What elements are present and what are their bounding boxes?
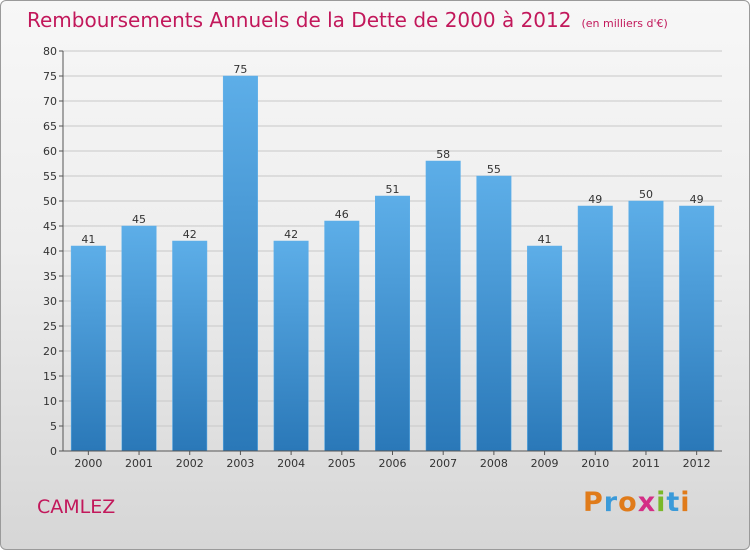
y-tick-label: 35 [43,270,57,283]
value-label-2012: 49 [690,193,704,206]
x-tick-label-2003: 2003 [226,457,254,470]
value-label-2010: 49 [588,193,602,206]
chart-title: Remboursements Annuels de la Dette de 20… [27,8,668,32]
y-tick-label: 65 [43,120,57,133]
logo-letter: o [618,487,638,518]
y-tick-label: 20 [43,345,57,358]
x-tick-label-2005: 2005 [328,457,356,470]
bar-2002 [172,240,208,452]
value-label-2005: 46 [335,208,349,221]
bar-2010 [577,205,613,452]
logo-letter: i [656,487,667,518]
y-tick-label: 5 [50,420,57,433]
y-tick-label: 50 [43,195,57,208]
town-name: CAMLEZ [37,496,116,518]
value-label-2001: 45 [132,213,146,226]
bars [70,75,715,452]
x-tick-label-2006: 2006 [379,457,407,470]
value-label-2004: 42 [284,228,298,241]
chart-title-unit: (en milliers d'€) [581,17,668,30]
bar-2007 [425,160,461,452]
logo-letter: P [583,487,604,518]
logo-letter: r [603,487,619,518]
y-tick-label: 70 [43,95,57,108]
value-label-2003: 75 [233,63,247,76]
x-tick-label-2004: 2004 [277,457,305,470]
x-tick-label-2008: 2008 [480,457,508,470]
value-label-2009: 41 [538,233,552,246]
y-tick-label: 0 [50,445,57,458]
y-tick-label: 75 [43,70,57,83]
x-tick-label-2010: 2010 [581,457,609,470]
logo-letter: t [666,487,681,518]
y-tick-label: 15 [43,370,57,383]
value-label-2006: 51 [386,183,400,196]
x-tick-label-2000: 2000 [74,457,102,470]
bar-2000 [70,245,106,452]
x-tick-label-2011: 2011 [632,457,660,470]
bar-2012 [679,205,715,452]
x-tick-label-2009: 2009 [531,457,559,470]
x-tick-label-2007: 2007 [429,457,457,470]
y-tick-label: 55 [43,170,57,183]
value-label-2007: 58 [436,148,450,161]
bar-2005 [324,220,360,452]
value-label-2008: 55 [487,163,501,176]
axes [59,50,722,455]
logo-letter: i [680,487,691,518]
x-tick-label-2002: 2002 [176,457,204,470]
x-tick-label-2012: 2012 [683,457,711,470]
bar-2009 [527,245,563,452]
x-tick-label-2001: 2001 [125,457,153,470]
y-tick-label: 25 [43,320,57,333]
proxiti-logo: Proxiti [583,487,691,518]
labels: 0 5 10 15 20 25 30 35 40 45 50 55 60 65 70 75 80 41 2000 45… [43,45,711,470]
bar-2008 [476,175,512,452]
bar-2006 [375,195,410,452]
y-tick-label: 10 [43,395,57,408]
bar-2003 [222,75,258,452]
y-tick-label: 45 [43,220,57,233]
bar-2001 [121,225,157,452]
value-label-2011: 50 [639,188,653,201]
y-tick-label: 80 [43,45,57,58]
value-label-2000: 41 [81,233,95,246]
bar-2011 [628,200,664,452]
y-tick-label: 60 [43,145,57,158]
logo-letter: x [637,487,657,518]
y-tick-label: 40 [43,245,57,258]
chart-title-main: Remboursements Annuels de la Dette de 20… [27,8,572,32]
y-tick-label: 30 [43,295,57,308]
value-label-2002: 42 [183,228,197,241]
bar-2004 [273,240,309,452]
